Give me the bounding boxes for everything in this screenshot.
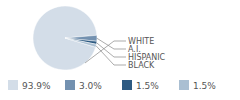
pie-slice (65, 38, 96, 47)
data-label: 3.0% (79, 81, 102, 91)
data-label: 1.5% (136, 81, 159, 91)
leader-line (97, 43, 126, 57)
slice-label: BLACK (128, 61, 155, 70)
pie-slice (33, 6, 97, 70)
legend-swatch (65, 80, 75, 90)
legend: 93.9% 3.0% 1.5% 1.5% (8, 80, 216, 91)
leader-line (85, 41, 126, 63)
data-label: 93.9% (22, 81, 51, 91)
legend-swatch (122, 80, 132, 90)
data-label: 1.5% (193, 81, 216, 91)
pie (33, 6, 97, 70)
legend-swatch (179, 80, 189, 90)
leader-line (97, 38, 126, 49)
leader-line (96, 46, 126, 65)
chart: WHITEA.I.HISPANICBLACK93.9%3.0%1.5%1.5% (0, 0, 240, 100)
legend-swatch (8, 80, 18, 90)
